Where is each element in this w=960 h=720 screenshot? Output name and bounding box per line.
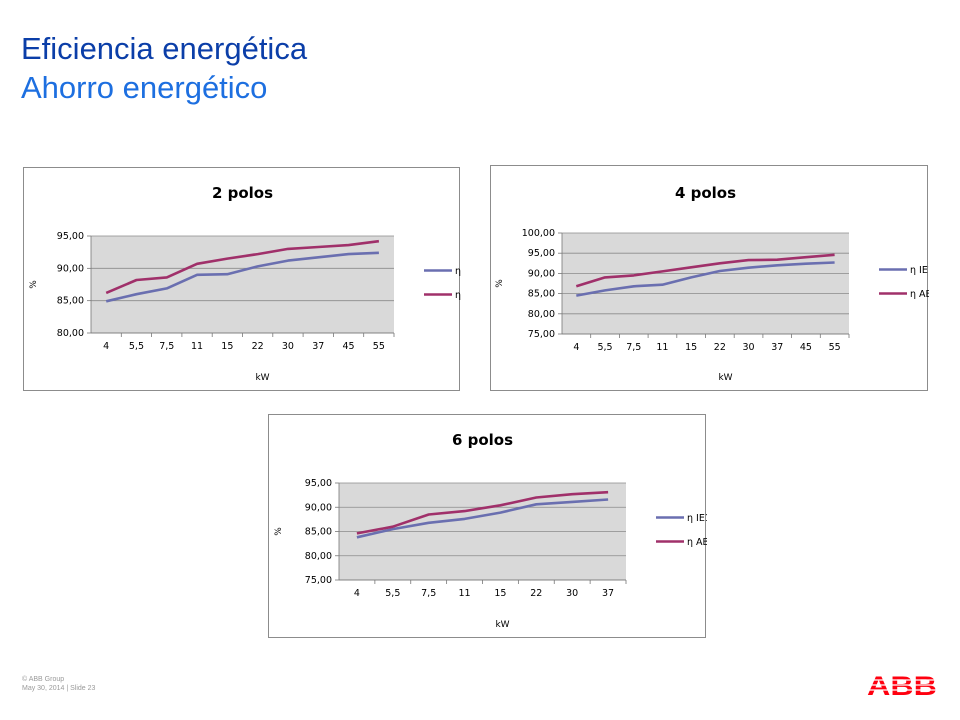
x-tick-label: 15 xyxy=(494,588,506,599)
x-tick-label: 55 xyxy=(829,342,841,353)
x-tick-label: 22 xyxy=(530,588,542,599)
series-line xyxy=(575,253,835,288)
x-axis-label: kW xyxy=(495,620,509,630)
x-tick-label: 45 xyxy=(800,342,812,353)
x-tick-label: 37 xyxy=(602,588,614,599)
x-tick-label: 30 xyxy=(566,588,578,599)
legend-label: η IE1 xyxy=(687,513,707,524)
y-tick-label: 80,00 xyxy=(57,328,84,339)
x-axis-label: kW xyxy=(718,373,732,383)
x-tick-label: 15 xyxy=(685,342,697,353)
chart-4-polos: 4 polos 75,00 80,00 85,00 90,00 95,00 100,00 4 5… xyxy=(490,165,929,391)
slide-title: Eficiencia energética xyxy=(21,31,308,66)
x-tick-label: 30 xyxy=(743,342,755,353)
chart-svg: 2 polos 80,00 85,00 90,00 95,00 4 5,5 7,5 11 15 22… xyxy=(29,184,461,383)
y-tick-label: 85,00 xyxy=(528,289,555,300)
x-tick-label: 7,5 xyxy=(626,342,641,353)
y-tick-label: 85,00 xyxy=(305,527,332,538)
x-tick-label: 5,5 xyxy=(385,588,400,599)
y-tick-label: 90,00 xyxy=(305,502,332,513)
x-tick-label: 7,5 xyxy=(421,588,436,599)
y-axis-label: % xyxy=(274,527,284,536)
x-tick-label: 30 xyxy=(282,341,294,352)
x-axis-label: kW xyxy=(255,373,269,383)
series-line xyxy=(356,490,609,535)
y-tick-label: 85,00 xyxy=(57,296,84,307)
x-tick-label: 5,5 xyxy=(129,341,144,352)
x-tick-label: 55 xyxy=(373,341,385,352)
series-line xyxy=(356,498,609,539)
footer: © ABB Group May 30, 2014 | Slide 23 xyxy=(22,675,95,693)
legend-label: η ABB xyxy=(910,289,929,300)
chart-title: 6 polos xyxy=(452,431,513,449)
x-tick-label: 4 xyxy=(354,588,360,599)
plot-area xyxy=(91,236,394,333)
chart-2-polos: 2 polos 80,00 85,00 90,00 95,00 4 5,5 7,5 11 15 22… xyxy=(23,167,461,391)
x-tick-label: 22 xyxy=(252,341,264,352)
legend-label: η IE1 xyxy=(910,265,929,276)
x-tick-label: 37 xyxy=(771,342,783,353)
y-tick-label: 90,00 xyxy=(57,263,84,274)
chart-6-polos: 6 polos 75,00 80,00 85,00 90,00 95,00 4 5,5 7,5 1… xyxy=(268,414,707,638)
chart-title: 2 polos xyxy=(212,184,273,202)
x-tick-label: 7,5 xyxy=(159,341,174,352)
x-tick-label: 22 xyxy=(714,342,726,353)
legend-label: η ABB xyxy=(687,537,707,548)
x-tick-label: 11 xyxy=(656,342,668,353)
series-line xyxy=(576,261,835,297)
slide-subtitle: Ahorro energético xyxy=(21,70,268,105)
y-tick-label: 95,00 xyxy=(528,248,555,259)
y-axis-label: % xyxy=(29,280,39,289)
y-axis-label: % xyxy=(495,279,505,288)
x-tick-label: 45 xyxy=(343,341,355,352)
y-tick-label: 95,00 xyxy=(57,231,84,242)
slide-date-number: May 30, 2014 | Slide 23 xyxy=(22,685,96,692)
chart-title: 4 polos xyxy=(675,184,736,202)
series-line xyxy=(105,251,379,303)
y-tick-label: 95,00 xyxy=(305,478,332,489)
chart-svg: 6 polos 75,00 80,00 85,00 90,00 95,00 4 5,5 7,5 1… xyxy=(274,431,707,630)
y-tick-label: 80,00 xyxy=(305,551,332,562)
x-tick-label: 11 xyxy=(191,341,203,352)
x-tick-label: 4 xyxy=(573,342,579,353)
x-tick-label: 5,5 xyxy=(597,342,612,353)
y-tick-label: 100,00 xyxy=(522,228,555,239)
series-line xyxy=(105,239,380,295)
y-tick-label: 75,00 xyxy=(528,329,555,340)
x-tick-label: 15 xyxy=(221,341,233,352)
y-tick-label: 80,00 xyxy=(528,309,555,320)
x-tick-label: 4 xyxy=(103,341,109,352)
plot-area xyxy=(562,233,849,334)
legend-label: η IE1 xyxy=(455,266,461,277)
x-tick-label: 11 xyxy=(459,588,471,599)
abb-logo: ABB xyxy=(866,673,938,697)
legend-label: η ABB xyxy=(455,290,461,301)
x-tick-label: 37 xyxy=(312,341,324,352)
y-tick-label: 75,00 xyxy=(305,575,332,586)
y-tick-label: 90,00 xyxy=(528,268,555,279)
copyright-text: © ABB Group xyxy=(22,676,65,683)
